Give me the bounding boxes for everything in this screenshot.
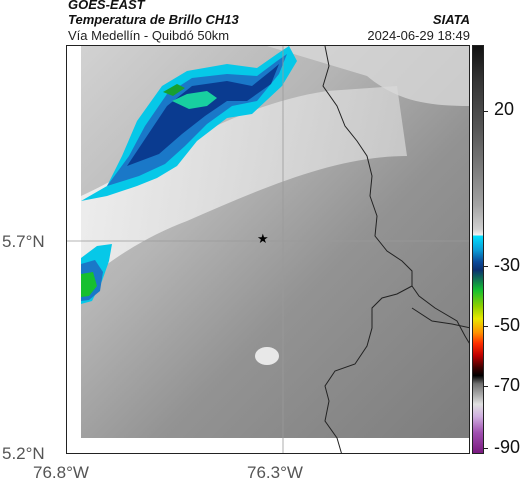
cloud-cell: [255, 347, 279, 365]
colorbar-label: -50: [494, 315, 521, 335]
colorbar-label: -90: [494, 437, 521, 457]
colorbar-label: -70: [494, 375, 521, 395]
lon-tick-label: 76.8°W: [33, 463, 89, 482]
satellite-title: GOES-EAST: [68, 0, 145, 12]
colorbar-tick: [483, 266, 488, 267]
municipal-border: [411, 307, 469, 329]
cold-cloud-core-green: [163, 84, 185, 96]
department-border: [322, 46, 469, 344]
colorbar-label: 20: [494, 99, 515, 119]
no-data-bottom: [67, 438, 469, 453]
timestamp-label: 2024-06-29 18:49: [367, 28, 470, 43]
organization-label: SIATA: [432, 12, 470, 27]
colorbar-tick: [483, 386, 488, 387]
lon-tick-label: 76.3°W: [247, 463, 303, 482]
cold-cloud-darkblue: [127, 64, 279, 166]
cold-cell-green: [81, 272, 97, 297]
no-data-left: [67, 46, 81, 453]
lat-tick-label: 5.2°N: [2, 444, 45, 463]
cold-cloud-core: [172, 91, 217, 109]
location-marker: ★: [257, 231, 269, 246]
map-canvas: [67, 46, 469, 453]
lat-tick-label: 5.7°N: [2, 232, 45, 251]
colorbar-tick: [483, 111, 488, 112]
colorbar-label: -30: [494, 255, 521, 275]
cloud-swath: [81, 86, 407, 286]
product-title: Temperatura de Brillo CH13: [68, 12, 239, 27]
river-border: [324, 285, 413, 453]
colorbar: [472, 45, 484, 454]
cloud-swath-north: [267, 46, 469, 106]
route-subtitle: Vía Medellín - Quibdó 50km: [68, 28, 230, 43]
satellite-map[interactable]: ★: [66, 45, 470, 454]
colorbar-tick: [483, 326, 488, 327]
colorbar-tick: [483, 448, 488, 449]
